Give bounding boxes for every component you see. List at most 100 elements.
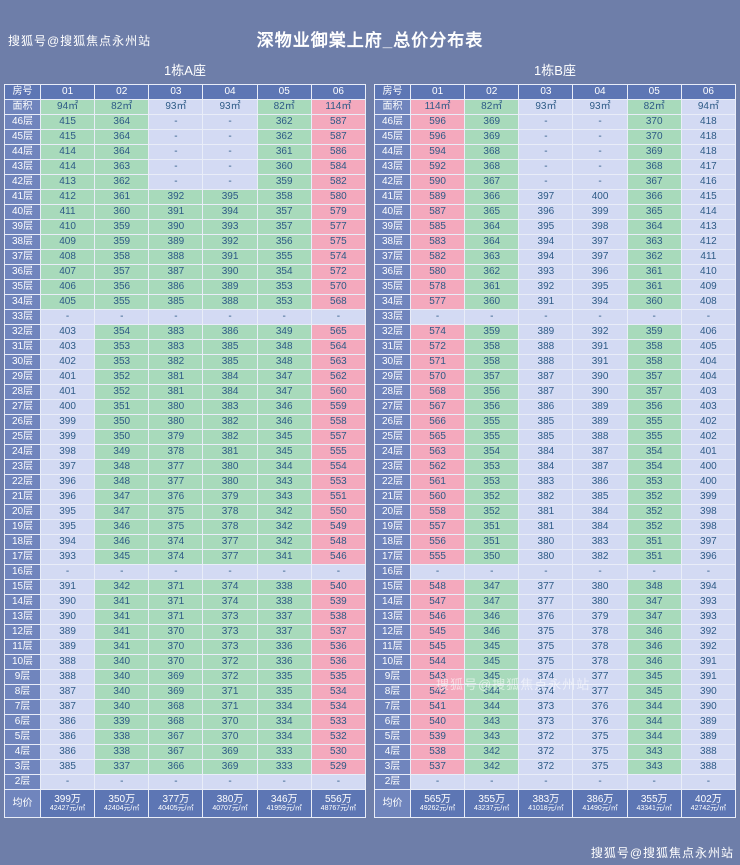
price-cell: 346 bbox=[626, 654, 682, 670]
floor-row: 11层 545 345 375 378 346 392 bbox=[374, 639, 737, 655]
price-cell: 348 bbox=[256, 354, 312, 370]
floor-label: 33层 bbox=[374, 309, 411, 325]
price-cell: 398 bbox=[39, 444, 96, 460]
price-cell: 587 bbox=[310, 129, 367, 145]
floor-label: 23层 bbox=[374, 459, 411, 475]
price-cell: - bbox=[310, 309, 367, 325]
average-cell: 399万 42427元/㎡ bbox=[39, 789, 96, 818]
room-header: 05 bbox=[256, 84, 312, 100]
price-cell: 394 bbox=[518, 249, 574, 265]
price-cell: 371 bbox=[148, 579, 204, 595]
floor-label: 2层 bbox=[4, 774, 41, 790]
average-unit-price: 49262元/㎡ bbox=[419, 805, 456, 813]
price-cell: 368 bbox=[464, 144, 520, 160]
price-cell: 344 bbox=[626, 729, 682, 745]
floor-row: 43层 592 368- -368 417 bbox=[374, 159, 737, 175]
price-cell: 358 bbox=[626, 354, 682, 370]
area-cell: 94㎡ bbox=[680, 99, 737, 115]
price-cell: 386 bbox=[572, 474, 628, 490]
floor-label: 34层 bbox=[4, 294, 41, 310]
price-cell: 340 bbox=[94, 654, 150, 670]
price-cell: 388 bbox=[148, 249, 204, 265]
price-cell: 369 bbox=[464, 129, 520, 145]
floor-row: 15层 391 342 371 374 338 540 bbox=[4, 579, 367, 595]
average-cell: 565万 49262元/㎡ bbox=[409, 789, 466, 818]
price-cell: 334 bbox=[256, 729, 312, 745]
average-label: 均价 bbox=[4, 789, 41, 818]
floor-row: 27层 567 356 386 389 356 403 bbox=[374, 399, 737, 415]
price-cell: 418 bbox=[680, 129, 737, 145]
price-cell: 352 bbox=[626, 504, 682, 520]
price-cell: 388 bbox=[572, 429, 628, 445]
price-cell: 392 bbox=[202, 234, 258, 250]
price-cell: 400 bbox=[680, 474, 737, 490]
price-cell: 342 bbox=[464, 759, 520, 775]
area-cell: 93㎡ bbox=[148, 99, 204, 115]
price-cell: 338 bbox=[94, 729, 150, 745]
floor-row: 29层 570 357 387 390 357 404 bbox=[374, 369, 737, 385]
average-row: 均价 565万 49262元/㎡ 355万 43237元/㎡ 383万 41018元/㎡ 38… bbox=[374, 789, 737, 818]
price-cell: - bbox=[256, 309, 312, 325]
price-cell: 399 bbox=[39, 414, 96, 430]
price-cell: - bbox=[572, 774, 628, 790]
price-cell: - bbox=[572, 114, 628, 130]
price-cell: 393 bbox=[202, 219, 258, 235]
price-cell: 381 bbox=[518, 519, 574, 535]
price-cell: 535 bbox=[310, 669, 367, 685]
price-cell: 564 bbox=[310, 339, 367, 355]
price-cell: 537 bbox=[310, 624, 367, 640]
price-cell: 413 bbox=[680, 219, 737, 235]
floor-row: 22层 396 348 377 380 343 553 bbox=[4, 474, 367, 490]
price-cell: 375 bbox=[572, 744, 628, 760]
price-cell: 388 bbox=[518, 339, 574, 355]
price-cell: 590 bbox=[409, 174, 466, 190]
price-cell: - bbox=[148, 144, 204, 160]
price-cell: - bbox=[518, 774, 574, 790]
price-cell: 355 bbox=[464, 429, 520, 445]
price-cell: 357 bbox=[94, 264, 150, 280]
price-cell: 367 bbox=[464, 174, 520, 190]
price-cell: 594 bbox=[409, 144, 466, 160]
floor-label: 13层 bbox=[4, 609, 41, 625]
price-cell: 542 bbox=[409, 684, 466, 700]
price-cell: 377 bbox=[202, 549, 258, 565]
price-cell: 386 bbox=[39, 714, 96, 730]
area-cell: 82㎡ bbox=[94, 99, 150, 115]
floor-row: 32层 403 354 383 386 349 565 bbox=[4, 324, 367, 340]
price-cell: 399 bbox=[680, 489, 737, 505]
average-cell: 346万 41959元/㎡ bbox=[256, 789, 312, 818]
floor-label: 18层 bbox=[4, 534, 41, 550]
floor-label: 16层 bbox=[4, 564, 41, 580]
price-cell: 389 bbox=[680, 714, 737, 730]
floor-row: 46层 596 369- -370 418 bbox=[374, 114, 737, 130]
price-cell: 384 bbox=[518, 444, 574, 460]
price-cell: 370 bbox=[626, 129, 682, 145]
average-unit-price: 40405元/㎡ bbox=[158, 805, 194, 813]
price-cell: 546 bbox=[409, 609, 466, 625]
price-cell: 570 bbox=[310, 279, 367, 295]
floor-row: 9层 388 340 369 372 335 535 bbox=[4, 669, 367, 685]
room-header: 06 bbox=[310, 84, 367, 100]
floor-label: 28层 bbox=[4, 384, 41, 400]
price-cell: 389 bbox=[39, 639, 96, 655]
price-cell: 537 bbox=[409, 759, 466, 775]
price-cell: 362 bbox=[464, 264, 520, 280]
building-b-name: 1栋B座 bbox=[534, 63, 576, 78]
price-cell: 374 bbox=[518, 684, 574, 700]
price-cell: 393 bbox=[680, 609, 737, 625]
price-cell: 361 bbox=[464, 279, 520, 295]
price-cell: 559 bbox=[310, 399, 367, 415]
price-cell: 377 bbox=[572, 684, 628, 700]
price-cell: 349 bbox=[94, 444, 150, 460]
floor-label: 44层 bbox=[4, 144, 41, 160]
price-cell: 406 bbox=[39, 279, 96, 295]
floor-row: 33层 - - - - - - bbox=[4, 309, 367, 325]
floor-label: 43层 bbox=[374, 159, 411, 175]
price-cell: 346 bbox=[256, 414, 312, 430]
price-cell: 372 bbox=[202, 669, 258, 685]
price-table-a: 房号 01 02 03 04 05 06 面积 94㎡ 82㎡ 93㎡ 93㎡ 82㎡ 114㎡ 46层 41… bbox=[4, 84, 367, 818]
floor-label: 21层 bbox=[374, 489, 411, 505]
price-cell: 554 bbox=[310, 459, 367, 475]
floor-row: 32层 574 359 389 392 359 406 bbox=[374, 324, 737, 340]
price-cell: 361 bbox=[626, 264, 682, 280]
